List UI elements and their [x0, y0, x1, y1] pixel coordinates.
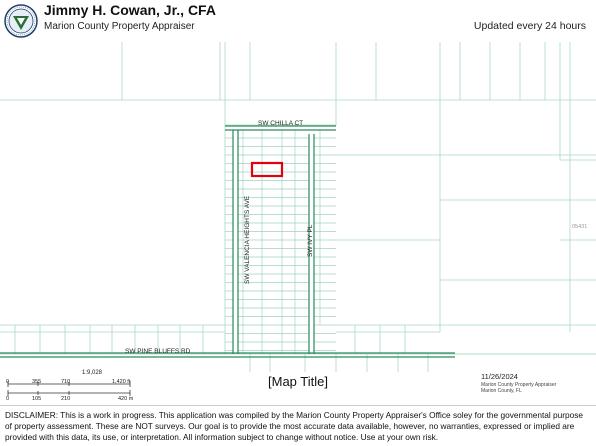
- scale-ft-0: 0: [6, 379, 10, 385]
- appraiser-name: Jimmy H. Cowan, Jr., CFA: [44, 2, 216, 18]
- scale-m-2: 210: [61, 396, 71, 402]
- roads: [0, 125, 455, 358]
- disclaimer-text: DISCLAIMER: This is a work in progress. …: [0, 405, 596, 446]
- app-header: Jimmy H. Cowan, Jr., CFA Marion County P…: [0, 0, 596, 42]
- update-frequency: Updated every 24 hours: [473, 20, 586, 32]
- map-title: [Map Title]: [268, 374, 328, 389]
- scale-ft-3: 1,420 ft: [112, 379, 131, 385]
- map-date: 11/26/2024: [481, 372, 518, 381]
- selected-parcel[interactable]: [250, 161, 284, 178]
- scale-m-1: 105: [32, 396, 42, 402]
- road-label-ivy: SW IVY PL: [307, 224, 314, 257]
- scale-m-3: 420 m: [118, 396, 134, 402]
- map-credit: Marion County Property Appraiser Marion …: [481, 382, 556, 394]
- scale-m-0: 0: [6, 396, 10, 402]
- county-seal-icon: [4, 4, 38, 38]
- parcel-map[interactable]: SW CHILLA CT SW VALENCIA HEIGHTS AVE SW …: [0, 42, 596, 372]
- scale-ft-2: 710: [61, 379, 71, 385]
- parcel-lines: [0, 42, 596, 372]
- office-name: Marion County Property Appraiser: [44, 21, 195, 32]
- scale-ft-1: 355: [32, 379, 42, 385]
- lot-rows: [225, 137, 336, 351]
- road-label-pine-bluffs: SW PINE BLUFFS RD: [125, 348, 191, 355]
- scale-bar: [7, 381, 131, 396]
- credit-line-1: Marion County Property Appraiser: [481, 382, 557, 388]
- road-label-valencia: SW VALENCIA HEIGHTS AVE: [244, 195, 251, 284]
- road-label-chilla: SW CHILLA CT: [258, 120, 303, 127]
- credit-line-2: Marion County, FL: [481, 388, 522, 394]
- scale-ratio: 1:9,028: [82, 370, 103, 376]
- parcel-number-label: 05431: [572, 224, 587, 230]
